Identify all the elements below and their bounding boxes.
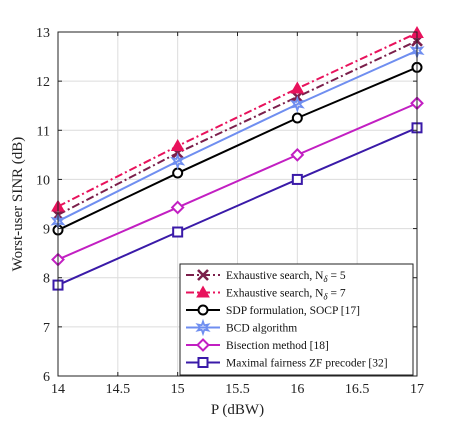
legend-marker-5: [197, 357, 209, 368]
series-line-1: [57, 32, 418, 208]
x-tick-label-2: 15: [171, 382, 185, 397]
series-5-point-1: [172, 226, 184, 238]
legend-marker-3: [195, 318, 211, 337]
series-4-point-1: [170, 200, 185, 215]
legend-box: [179, 263, 414, 376]
legend-marker-2: [197, 304, 209, 316]
y-tick-label-7: 13: [36, 26, 50, 41]
series-line-5: [57, 126, 418, 287]
y-tick-label-5: 11: [37, 124, 50, 139]
legend-label-1: Exhaustive search, Nδ = 7: [226, 288, 346, 302]
series-line-3: [57, 49, 418, 223]
legend-label-3: BCD algorithm: [226, 323, 297, 335]
x-tick-label-3: 15.5: [225, 382, 250, 397]
legend-marker-1: [196, 285, 210, 298]
series-layer: [50, 25, 425, 291]
series-4-point-2: [290, 147, 305, 162]
y-tick-label-6: 12: [36, 75, 50, 90]
y-tick-label-3: 9: [43, 223, 50, 238]
series-2-point-2: [291, 112, 303, 124]
series-line-4: [57, 102, 418, 261]
y-tick-label-4: 10: [36, 173, 50, 188]
x-tick-label-6: 17: [410, 382, 424, 397]
axis-ticks: 14 14.5 15 15.5 16 16.5 17 6 7 8 9 10 11 12 13: [36, 26, 424, 397]
grid-lines: [57, 31, 418, 377]
legend-label-4: Bisection method [18]: [226, 340, 329, 352]
legend-label-0: Exhaustive search, Nδ = 5: [226, 270, 346, 284]
x-axis-label: P (dBW): [211, 402, 264, 418]
legend-label-5: Maximal fairness ZF precoder [32]: [226, 358, 388, 370]
legend: Exhaustive search, Nδ = 5 Exhaustive sear…: [179, 263, 414, 376]
series-1-point-1: [170, 139, 185, 152]
x-tick-label-4: 16: [290, 382, 304, 397]
x-tick-label-1: 14.5: [106, 382, 131, 397]
series-line-0: [57, 39, 418, 216]
series-5-point-2: [291, 173, 303, 185]
series-line-2: [57, 66, 418, 231]
y-tick-label-2: 8: [43, 272, 50, 287]
series-3-point-2: [289, 95, 305, 113]
y-tick-label-0: 6: [43, 370, 50, 385]
x-tick-label-5: 16.5: [345, 382, 370, 397]
legend-marker-0: [197, 269, 209, 281]
x-tick-label-0: 14: [51, 382, 65, 397]
y-tick-label-1: 7: [43, 321, 50, 336]
legend-label-2: SDP formulation, SOCP [17]: [226, 305, 360, 317]
series-1-point-2: [290, 81, 305, 94]
series-3-point-1: [170, 152, 186, 170]
legend-marker-4: [196, 338, 210, 352]
y-axis-label: Worst-user SINR (dB): [10, 137, 26, 272]
